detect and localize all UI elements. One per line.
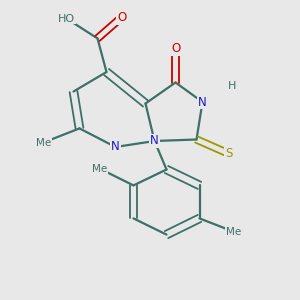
Text: O: O [171,42,180,55]
Text: Me: Me [226,226,241,237]
Text: Me: Me [36,137,51,148]
Text: N: N [111,140,120,154]
Text: O: O [117,11,126,24]
Text: Me: Me [92,164,107,174]
Text: N: N [150,134,159,148]
Text: N: N [198,95,207,109]
Text: S: S [225,147,232,160]
Text: HO: HO [58,14,75,24]
Text: H: H [227,81,236,92]
